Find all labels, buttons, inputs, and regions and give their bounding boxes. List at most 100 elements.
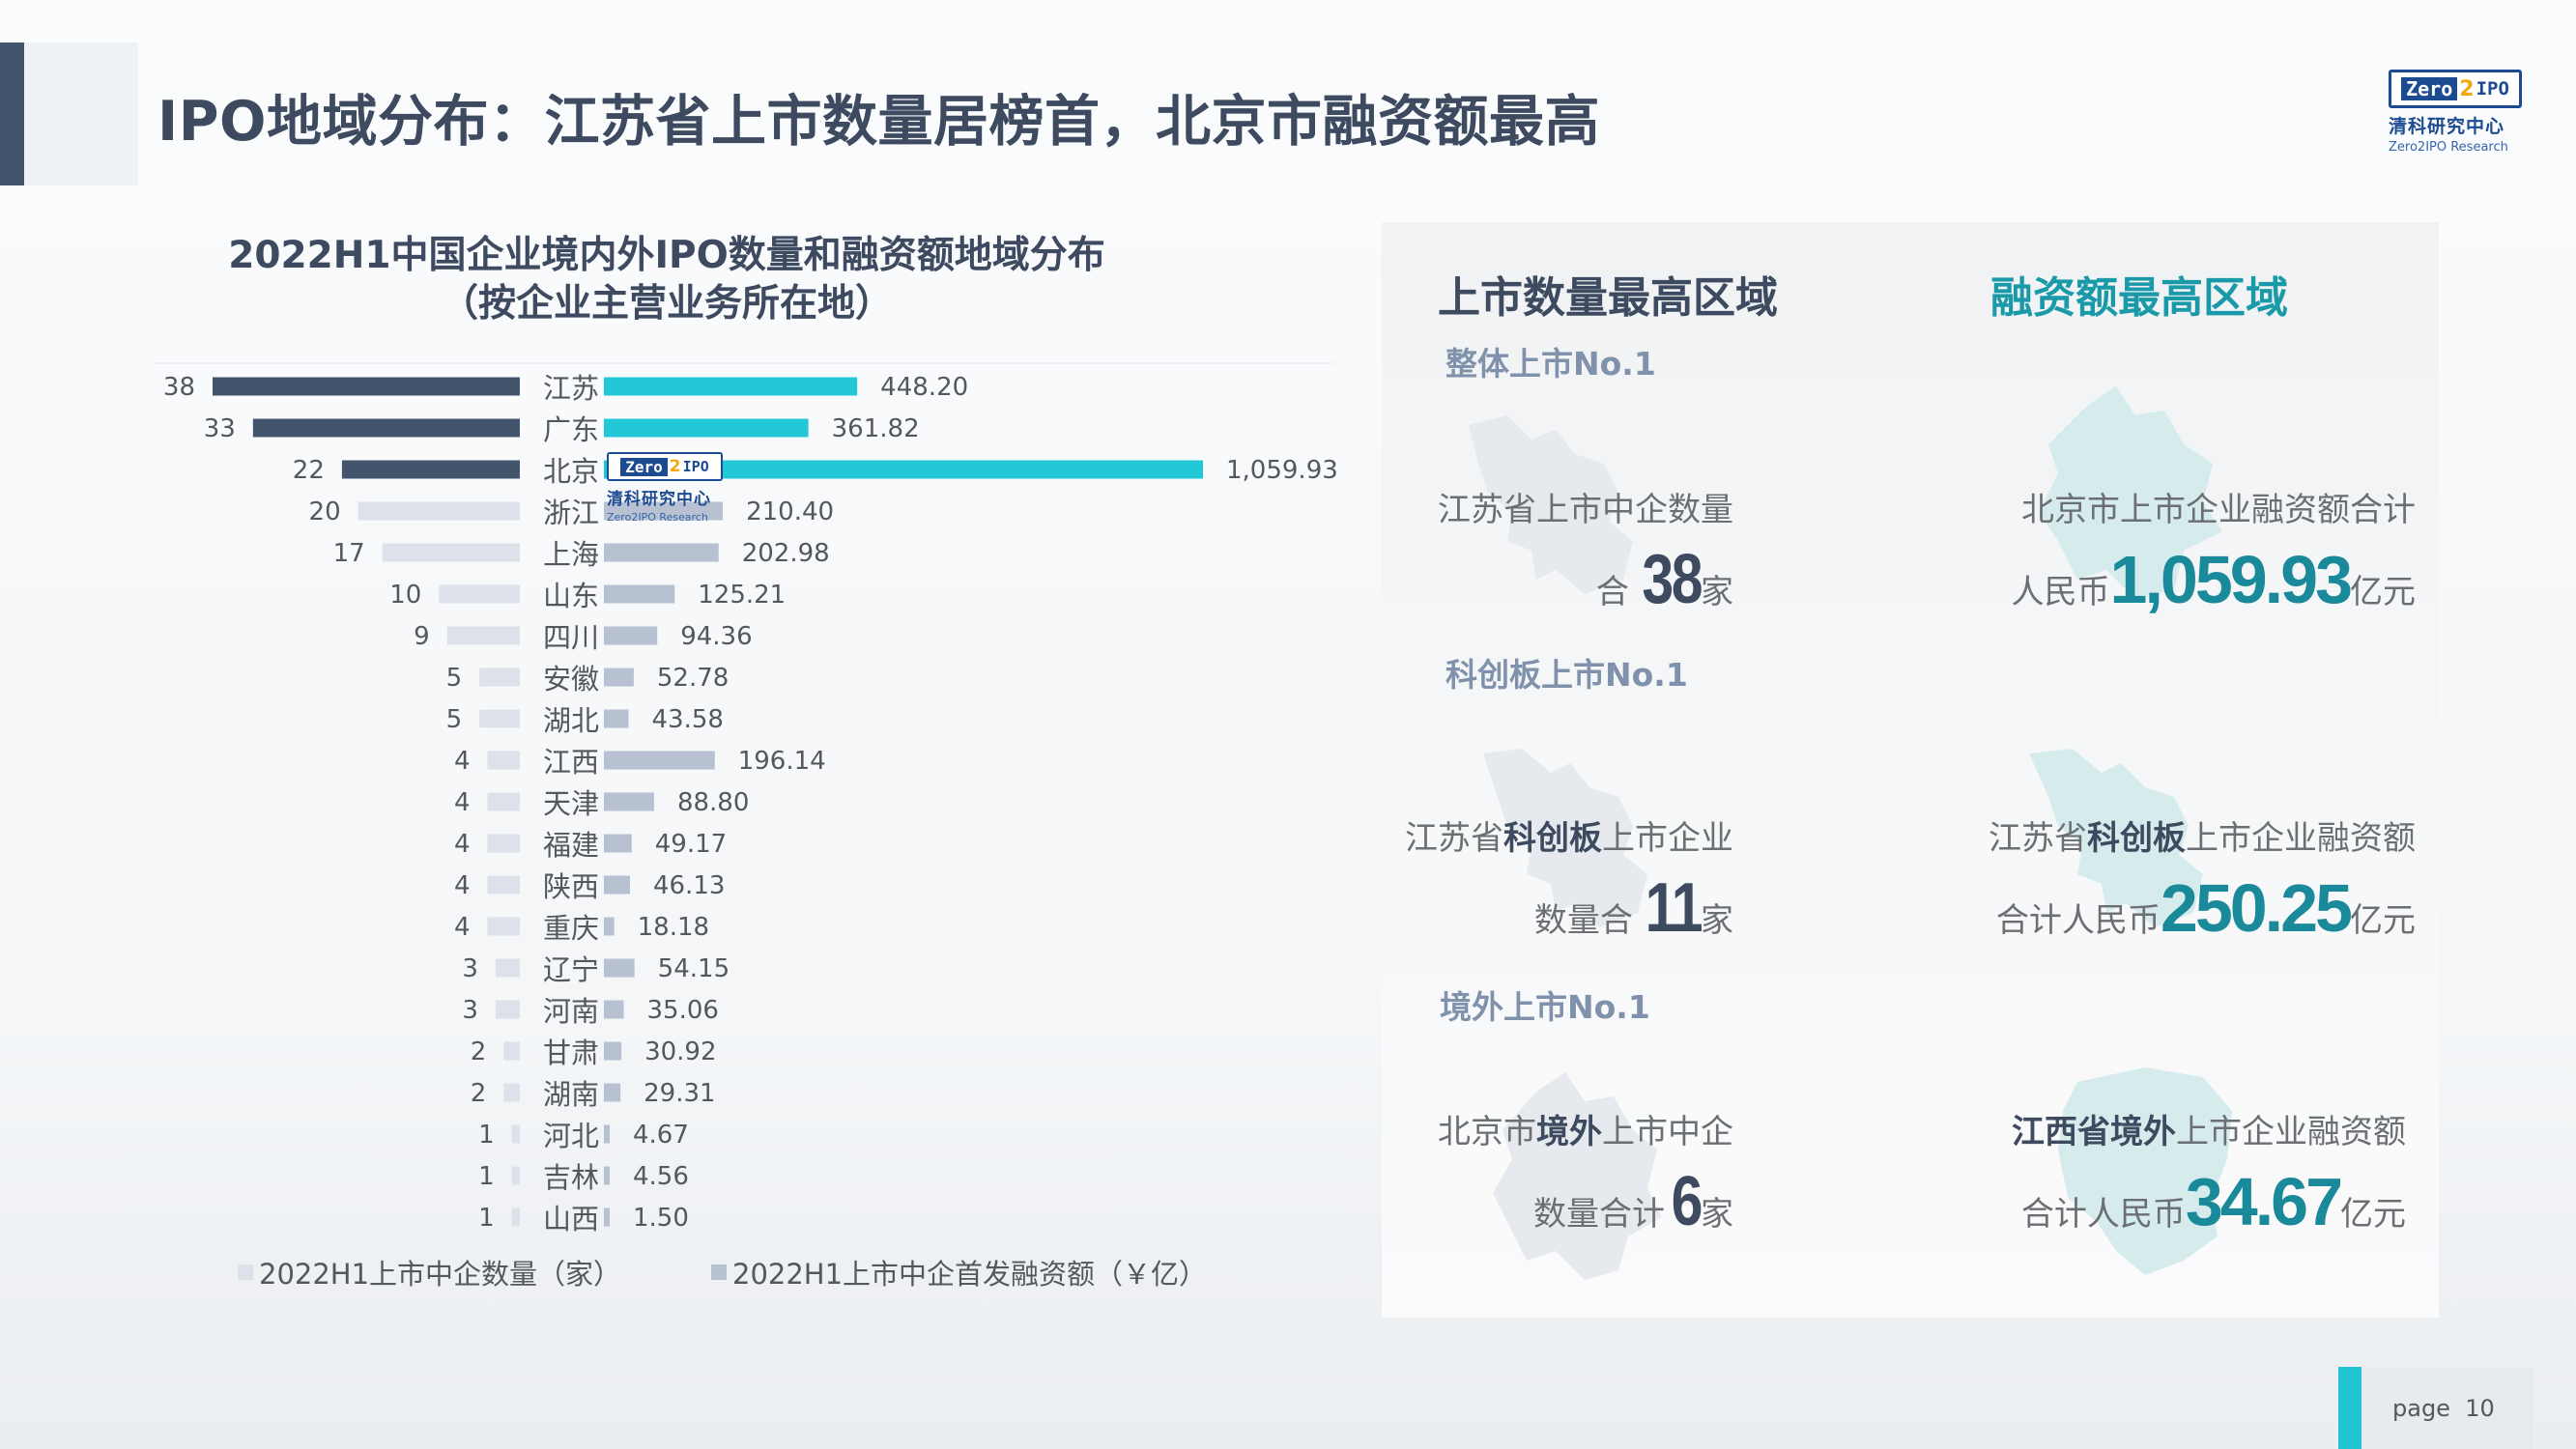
section-heading-overall: 整体上市No.1	[1445, 345, 1656, 383]
page-label: page	[2392, 1395, 2450, 1422]
watermark-badge: Zero 2 IPO	[607, 452, 723, 481]
count-bar	[511, 1208, 520, 1227]
amount-value-label: 1.50	[633, 1204, 689, 1233]
star-amount-unit: 亿元	[2350, 901, 2416, 940]
amount-bar	[604, 501, 724, 521]
amount-bar	[604, 418, 809, 438]
overall-count-pre: 合	[1595, 573, 1629, 611]
count-bar	[479, 668, 520, 687]
star-count-pre: 数量合	[1533, 901, 1633, 940]
count-value-label: 4	[454, 788, 471, 817]
page-indicator: page 10	[2338, 1367, 2533, 1449]
overseas-amount-line1b: 境外	[2110, 1113, 2176, 1151]
overseas-count-pre: 数量合计	[1532, 1195, 1665, 1234]
category-label: 天津	[543, 787, 599, 820]
count-bar	[213, 377, 520, 396]
legend-label-amount: 2022H1上市中企首发融资额（￥亿）	[732, 1258, 1208, 1291]
category-label: 陕西	[543, 870, 599, 903]
amount-bar	[604, 958, 635, 978]
overseas-count-line1c: 上市中企	[1602, 1113, 1733, 1151]
count-bar	[252, 418, 520, 438]
amount-bar	[604, 460, 1203, 479]
count-value-label: 22	[293, 456, 325, 485]
legend-label-count: 2022H1上市中企数量（家）	[259, 1258, 622, 1291]
count-bar	[341, 460, 520, 479]
category-label: 湖北	[543, 704, 599, 737]
watermark-ipo-text: IPO	[682, 458, 709, 475]
category-label: 山东	[543, 580, 599, 612]
chart-title: 2022H1中国企业境内外IPO数量和融资额地域分布	[228, 234, 1105, 277]
amount-bar	[604, 584, 675, 604]
star-amount-line1c: 上市企业融资额	[2186, 819, 2416, 858]
jiangsu-map-icon-2	[1483, 749, 1647, 927]
star-count-unit: 家	[1701, 901, 1733, 940]
watermark-zero-text: Zero	[620, 457, 668, 476]
count-value-label: 9	[414, 622, 430, 651]
legend-swatch-amount	[711, 1264, 727, 1280]
watermark-name-en: Zero2IPO Research	[607, 511, 708, 524]
count-value-label: 2	[471, 1037, 487, 1066]
highlight-panel: 上市数量最高区域 融资额最高区域 整体上市No.1 江苏省上市中企数量 合 38家…	[1382, 222, 2439, 1318]
overseas-count-line1a: 北京市	[1438, 1113, 1536, 1151]
jiangsu-map-icon-3	[2029, 749, 2203, 927]
amount-value-label: 210.40	[746, 497, 834, 526]
category-label: 重庆	[543, 912, 599, 945]
star-count-number: 11	[1645, 869, 1703, 947]
jiangsu-map-icon	[1469, 415, 1633, 594]
section-heading-star-market: 科创板上市No.1	[1445, 656, 1688, 694]
category-label: 安徽	[543, 663, 599, 696]
overseas-amount-line1a: 江西省	[2012, 1113, 2110, 1151]
amount-bar	[604, 1041, 622, 1061]
star-amount-text: 江苏省科创板上市企业融资额 合计人民币250.25亿元	[1989, 804, 2416, 955]
overseas-amount-line1c: 上市企业融资额	[2176, 1113, 2406, 1151]
left-column-heading: 上市数量最高区域	[1438, 273, 1778, 323]
count-value-label: 4	[454, 830, 471, 859]
category-label: 北京	[543, 455, 599, 488]
chart-title-block: 2022H1中国企业境内外IPO数量和融资额地域分布 （按企业主营业务所在地）	[145, 232, 1188, 328]
amount-value-label: 46.13	[653, 871, 725, 900]
amount-value-label: 49.17	[655, 830, 727, 859]
legend-item-amount: 2022H1上市中企首发融资额（￥亿）	[711, 1252, 1207, 1293]
category-label: 河南	[543, 995, 599, 1028]
count-value-label: 38	[163, 373, 195, 402]
amount-bar	[604, 377, 858, 396]
category-label: 吉林	[543, 1161, 599, 1194]
section-heading-overseas: 境外上市No.1	[1440, 988, 1650, 1026]
star-amount-line1b: 科创板	[2087, 819, 2186, 858]
zero2ipo-logo: Zero 2 IPO 清科研究中心 Zero2IPO Research	[2389, 70, 2524, 155]
amount-value-label: 4.67	[633, 1121, 689, 1150]
amount-bar	[604, 1166, 610, 1185]
count-bar	[479, 709, 520, 728]
count-value-label: 4	[454, 747, 471, 776]
amount-value-label: 361.82	[832, 414, 920, 443]
overall-count-number: 38	[1642, 541, 1703, 618]
overseas-amount-number: 34.67	[2185, 1164, 2343, 1239]
count-bar	[487, 917, 520, 936]
amount-value-label: 448.20	[880, 373, 968, 402]
page-title: IPO地域分布：江苏省上市数量居榜首，北京市融资额最高	[157, 90, 1600, 154]
amount-value-label: 202.98	[742, 539, 830, 568]
overseas-amount-text: 江西省境外上市企业融资额 合计人民币34.67亿元	[2012, 1097, 2406, 1249]
page-accent-bar	[2338, 1367, 2361, 1449]
category-label: 四川	[543, 621, 599, 654]
legend-item-count: 2022H1上市中企数量（家）	[238, 1252, 621, 1293]
title-accent-bar	[0, 43, 24, 185]
amount-value-label: 1,059.93	[1226, 456, 1338, 485]
count-value-label: 20	[309, 497, 341, 526]
overall-amount-pre: 人民币	[2011, 573, 2110, 611]
category-label: 江苏	[543, 372, 599, 405]
overall-count-text: 江苏省上市中企数量 合 38家	[1438, 475, 1733, 627]
logo-zero-text: Zero	[2401, 77, 2458, 100]
overall-amount-text: 北京市上市企业融资额合计 人民币1,059.93亿元	[2012, 475, 2416, 627]
amount-bar	[604, 668, 634, 687]
amount-value-label: 196.14	[738, 747, 826, 776]
amount-value-label: 125.21	[698, 581, 786, 610]
count-bar	[503, 1041, 520, 1061]
logo-name-en: Zero2IPO Research	[2389, 140, 2508, 155]
amount-bar	[604, 626, 658, 645]
category-label: 山西	[543, 1203, 599, 1236]
count-bar	[487, 792, 520, 811]
watermark-two-text: 2	[669, 457, 681, 476]
logo-two-text: 2	[2459, 76, 2475, 101]
